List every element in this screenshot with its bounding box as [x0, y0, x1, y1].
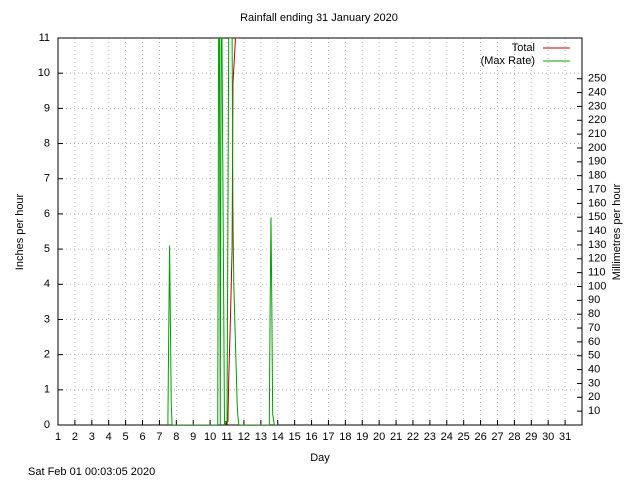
x-tick-label: 21	[390, 431, 402, 443]
x-tick-label: 14	[272, 431, 284, 443]
y-axis-label: Inches per hour	[14, 193, 26, 270]
y-tick-label: 5	[44, 243, 50, 255]
x-tick-label: 1	[55, 431, 61, 443]
y-tick-label: 3	[44, 313, 50, 325]
y2-tick-label: 250	[588, 73, 606, 85]
y2-tick-label: 210	[588, 128, 606, 140]
legend-label: Total	[512, 42, 535, 54]
y2-tick-label: 150	[588, 211, 606, 223]
y2-tick-label: 80	[588, 308, 600, 320]
x-tick-label: 29	[525, 431, 537, 443]
x-tick-label: 25	[458, 431, 470, 443]
y2-tick-label: 200	[588, 142, 606, 154]
x-tick-label: 24	[441, 431, 453, 443]
y2-tick-label: 30	[588, 377, 600, 389]
x-tick-label: 8	[173, 431, 179, 443]
x-tick-label: 30	[542, 431, 554, 443]
x-tick-label: 2	[72, 431, 78, 443]
x-tick-label: 11	[221, 431, 232, 443]
y-tick-label: 7	[44, 173, 50, 185]
x-tick-label: 7	[156, 431, 162, 443]
timestamp: Sat Feb 01 00:03:05 2020	[28, 466, 155, 478]
y2-tick-label: 230	[588, 100, 606, 112]
y2-tick-label: 180	[588, 170, 606, 182]
y-tick-label: 2	[44, 349, 50, 361]
chart-title: Rainfall ending 31 January 2020	[240, 12, 398, 24]
y2-tick-label: 220	[588, 114, 606, 126]
y2-tick-label: 70	[588, 322, 600, 334]
y2-tick-label: 100	[588, 280, 606, 292]
x-tick-label: 28	[508, 431, 520, 443]
x-tick-label: 10	[204, 431, 216, 443]
y2-axis-label: Millimetres per hour	[611, 183, 623, 280]
y-tick-label: 4	[44, 278, 50, 290]
y-tick-label: 6	[44, 208, 50, 220]
y2-tick-label: 40	[588, 364, 600, 376]
plot-border	[57, 37, 583, 426]
x-tick-label: 3	[89, 431, 95, 443]
y2-tick-label: 140	[588, 225, 606, 237]
y-tick-label: 11	[39, 32, 50, 44]
x-tick-label: 31	[559, 431, 571, 443]
x-tick-label: 5	[123, 431, 129, 443]
x-tick-label: 13	[255, 431, 267, 443]
x-tick-label: 4	[106, 431, 112, 443]
y-tick-label: 9	[44, 102, 50, 114]
y2-tick-label: 60	[588, 336, 600, 348]
x-tick-label: 9	[190, 431, 196, 443]
x-tick-label: 18	[339, 431, 351, 443]
x-tick-label: 23	[424, 431, 436, 443]
y2-tick-label: 240	[588, 86, 606, 98]
x-tick-label: 22	[407, 431, 419, 443]
x-tick-label: 19	[356, 431, 368, 443]
y2-tick-label: 10	[588, 405, 600, 417]
x-tick-label: 6	[139, 431, 145, 443]
y2-tick-label: 20	[588, 391, 600, 403]
x-tick-label: 26	[474, 431, 486, 443]
y-tick-label: 1	[44, 384, 50, 396]
x-tick-label: 17	[322, 431, 334, 443]
x-tick-label: 15	[289, 431, 301, 443]
x-axis-label: Day	[310, 452, 330, 464]
y2-tick-label: 160	[588, 197, 606, 209]
y-tick-label: 8	[44, 137, 50, 149]
y2-tick-label: 110	[588, 267, 606, 279]
x-tick-label: 20	[373, 431, 385, 443]
x-tick-label: 16	[305, 431, 317, 443]
y2-tick-label: 130	[588, 239, 606, 251]
y2-tick-label: 170	[588, 183, 606, 195]
x-tick-label: 27	[491, 431, 503, 443]
y2-tick-label: 190	[588, 156, 606, 168]
x-tick-label: 12	[238, 431, 250, 443]
y-tick-label: 10	[38, 67, 50, 79]
y2-tick-label: 120	[588, 253, 606, 265]
series-line	[167, 38, 278, 425]
legend-label: (Max Rate)	[481, 55, 535, 67]
y2-tick-label: 90	[588, 294, 600, 306]
y-tick-label: 0	[44, 419, 50, 431]
y2-tick-label: 50	[588, 350, 600, 362]
